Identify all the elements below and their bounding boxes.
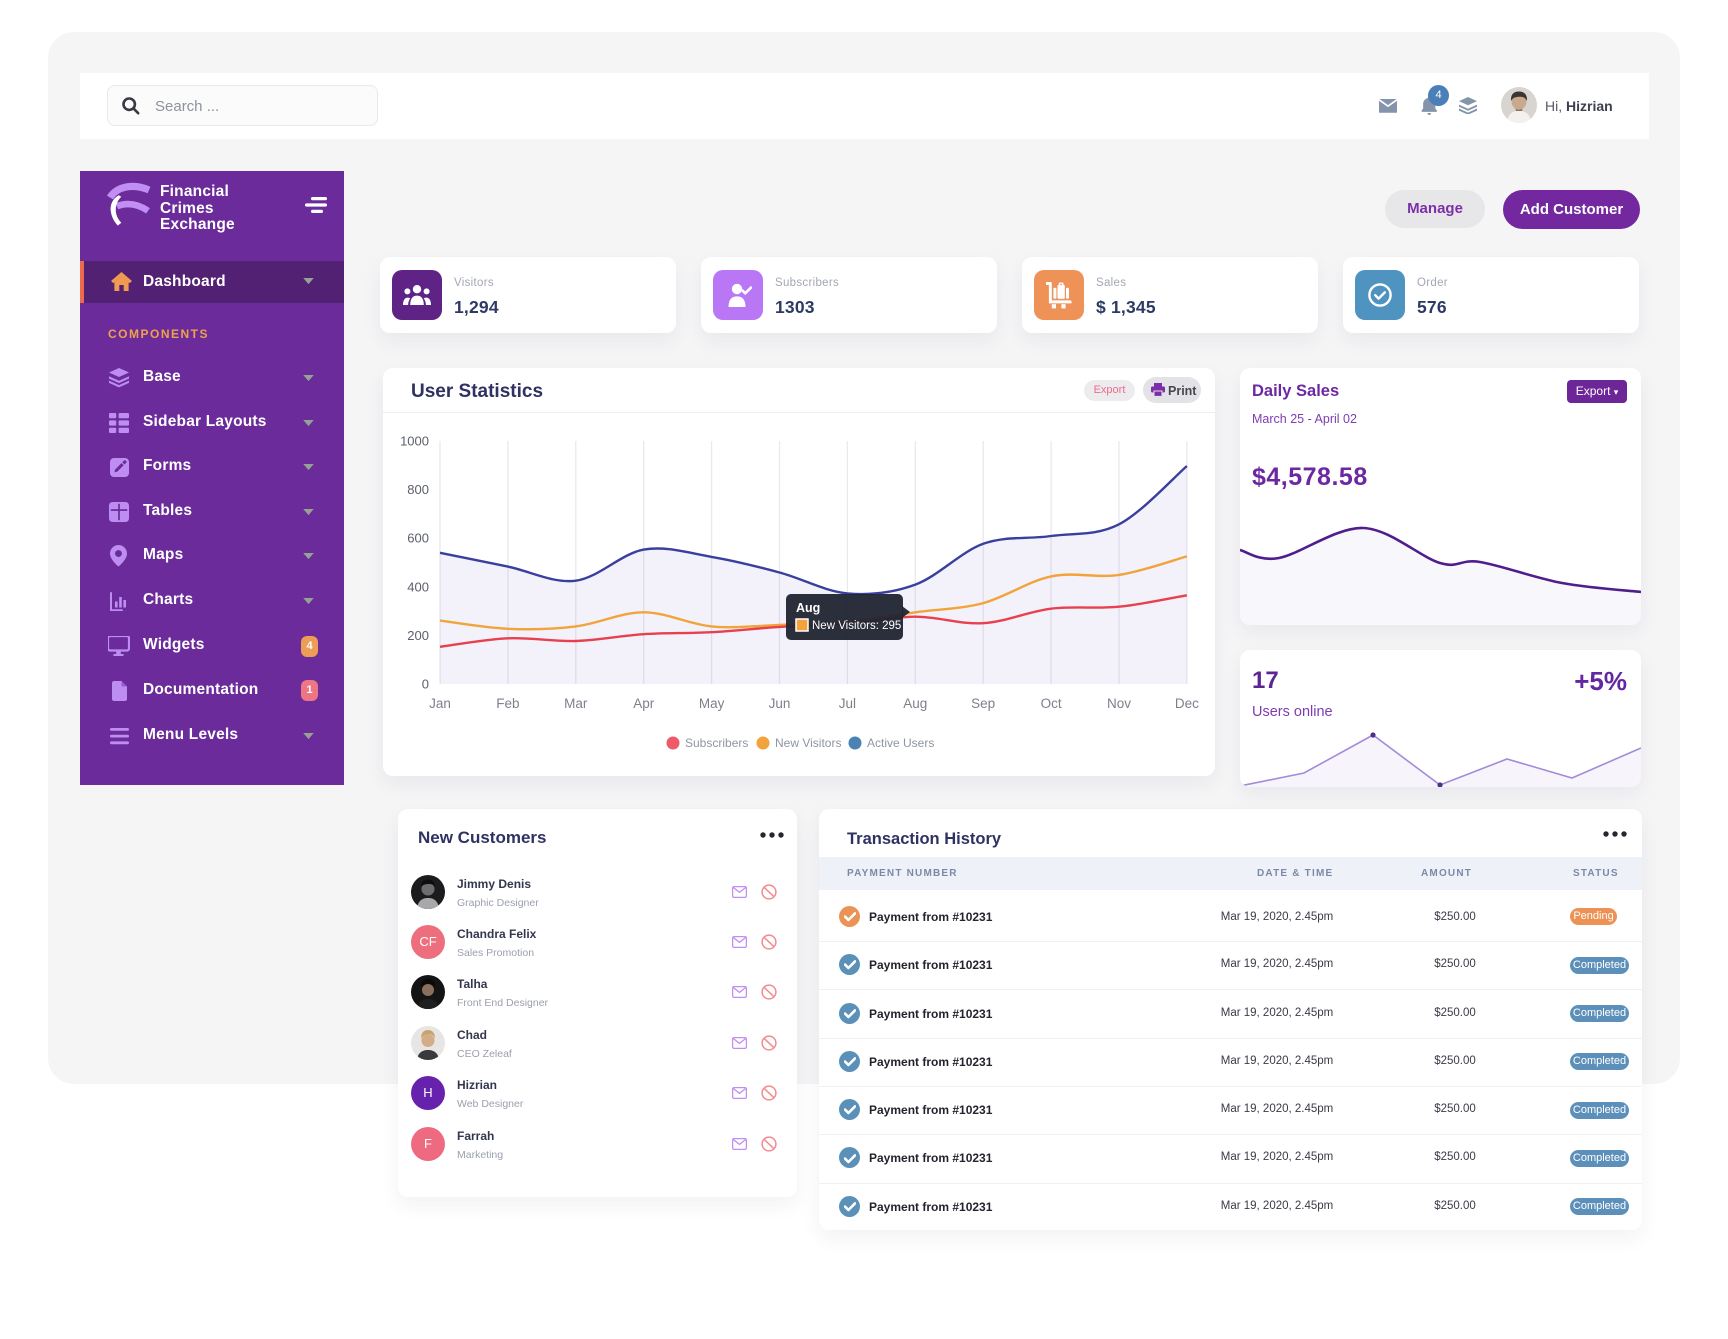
svg-text:Apr: Apr <box>633 696 655 711</box>
svg-text:800: 800 <box>407 482 429 497</box>
svg-text:Subscribers: Subscribers <box>685 736 748 750</box>
svg-text:Oct: Oct <box>1041 696 1062 711</box>
svg-text:Jul: Jul <box>839 696 856 711</box>
svg-text:Aug: Aug <box>903 696 927 711</box>
svg-text:Feb: Feb <box>496 696 519 711</box>
svg-text:0: 0 <box>422 677 429 692</box>
svg-text:1000: 1000 <box>400 434 429 449</box>
svg-text:Sep: Sep <box>971 696 995 711</box>
svg-text:Jan: Jan <box>429 696 451 711</box>
svg-text:Aug: Aug <box>796 601 820 615</box>
svg-text:600: 600 <box>407 531 429 546</box>
svg-text:400: 400 <box>407 579 429 594</box>
svg-text:Nov: Nov <box>1107 696 1131 711</box>
svg-text:200: 200 <box>407 628 429 643</box>
svg-text:Jun: Jun <box>769 696 791 711</box>
svg-text:May: May <box>699 696 725 711</box>
svg-text:Dec: Dec <box>1175 696 1199 711</box>
svg-text:New Visitors: 295: New Visitors: 295 <box>812 620 901 632</box>
svg-text:Active Users: Active Users <box>867 736 934 750</box>
svg-text:New Visitors: New Visitors <box>775 736 841 750</box>
svg-text:Mar: Mar <box>564 696 588 711</box>
